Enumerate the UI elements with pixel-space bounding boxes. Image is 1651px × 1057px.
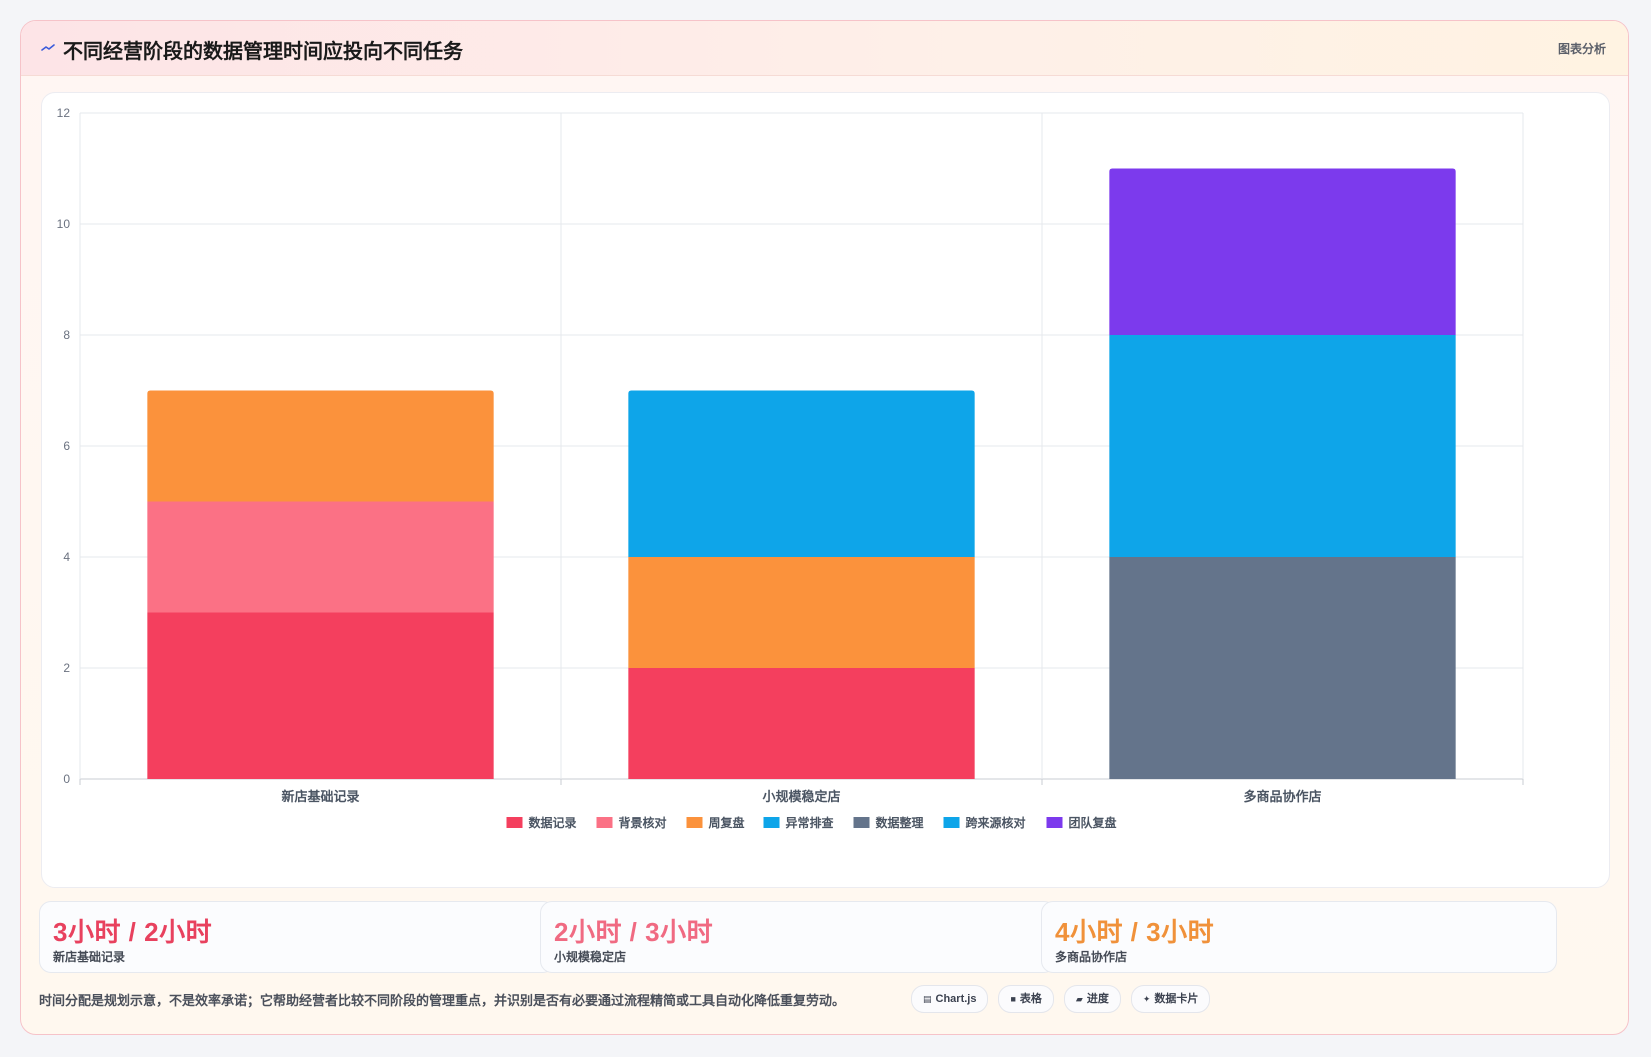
bar-segment (628, 557, 975, 668)
stat-label: 新店基础记录 (53, 950, 126, 964)
legend-label: 背景核对 (619, 815, 667, 830)
legend-label: 周复盘 (709, 815, 745, 830)
bar-segment (1109, 168, 1456, 335)
stat-value: 3小时 / 2小时 (53, 917, 213, 947)
stat-card-multi-store: 4小时 / 3小时 多商品协作店 (1041, 901, 1557, 973)
stat-label: 多商品协作店 (1055, 950, 1128, 964)
table-icon: ■ (1010, 994, 1016, 1004)
stat-value: 2小时 / 3小时 (554, 917, 714, 947)
tag-data-card[interactable]: ✦ 数据卡片 (1130, 985, 1211, 1013)
footnote: 时间分配是规划示意，不是效率承诺；它帮助经营者比较不同阶段的管理重点，并识别是否… (39, 993, 846, 1008)
y-tick-label: 8 (63, 328, 70, 342)
y-tick-label: 12 (57, 106, 71, 120)
bar-segment (147, 390, 494, 502)
y-tick-label: 0 (63, 772, 70, 786)
tag-table[interactable]: ■ 表格 (998, 985, 1054, 1013)
legend-label: 团队复盘 (1069, 815, 1117, 830)
bar-segment (1109, 335, 1456, 557)
chart-panel: 0 2 4 6 8 10 12 新店基础记录 小规模稳定店 多商品协作店数据记录 背景核对 周复盘 异常… (41, 92, 1610, 888)
bar-segment (147, 501, 494, 613)
stat-label: 小规模稳定店 (554, 950, 627, 964)
stat-card-new-store: 3小时 / 2小时 新店基础记录 (39, 901, 555, 973)
bar-segment (1109, 557, 1456, 779)
chart-icon: ▤ (923, 994, 932, 1004)
x-tick-label: 小规模稳定店 (762, 789, 840, 804)
legend-swatch (686, 817, 703, 828)
legend-label: 数据整理 (876, 815, 924, 830)
page-title: 不同经营阶段的数据管理时间应投向不同任务 (63, 41, 463, 63)
legend-swatch (943, 817, 960, 828)
stat-value: 4小时 / 3小时 (1055, 917, 1215, 947)
legend-label: 数据记录 (529, 815, 577, 830)
x-tick-label: 多商品协作店 (1243, 789, 1321, 804)
bar-segment (147, 612, 494, 779)
chart-analysis-badge: 图表分析 (1557, 42, 1606, 56)
chart-card: 不同经营阶段的数据管理时间应投向不同任务 图表分析 0 2 4 6 8 10 12 新店基础记… (20, 20, 1629, 1035)
legend-label: 异常排查 (786, 815, 835, 830)
card-header: 不同经营阶段的数据管理时间应投向不同任务 图表分析 (21, 21, 1628, 76)
legend-label: 跨来源核对 (966, 815, 1026, 830)
progress-icon: ▰ (1075, 994, 1083, 1004)
bar-segment (628, 390, 975, 557)
trend-line-icon (41, 44, 55, 51)
tag-chartjs[interactable]: ▤ Chart.js (911, 985, 989, 1013)
sparkle-icon: ✦ (1142, 994, 1151, 1004)
y-tick-label: 2 (63, 661, 70, 675)
legend-swatch (506, 817, 523, 828)
legend-swatch (763, 817, 780, 828)
y-tick-label: 10 (57, 217, 71, 231)
y-tick-label: 4 (63, 550, 70, 564)
tag-label: 表格 (1019, 993, 1042, 1005)
legend-swatch (853, 817, 870, 828)
tag-label: 数据卡片 (1154, 993, 1199, 1005)
tag-label: 进度 (1086, 993, 1109, 1005)
x-tick-label: 新店基础记录 (281, 789, 359, 804)
tag-label: Chart.js (935, 993, 977, 1005)
legend-swatch (596, 817, 613, 828)
legend-swatch (1046, 817, 1063, 828)
y-tick-label: 6 (63, 439, 70, 453)
bar-segment (628, 668, 975, 779)
stat-card-small-store: 2小时 / 3小时 小规模稳定店 (540, 901, 1056, 973)
tag-progress[interactable]: ▰ 进度 (1063, 985, 1121, 1013)
tag-list: ▤ Chart.js ■ 表格 ▰ 进度 ✦ 数据卡片 (911, 985, 1211, 1013)
